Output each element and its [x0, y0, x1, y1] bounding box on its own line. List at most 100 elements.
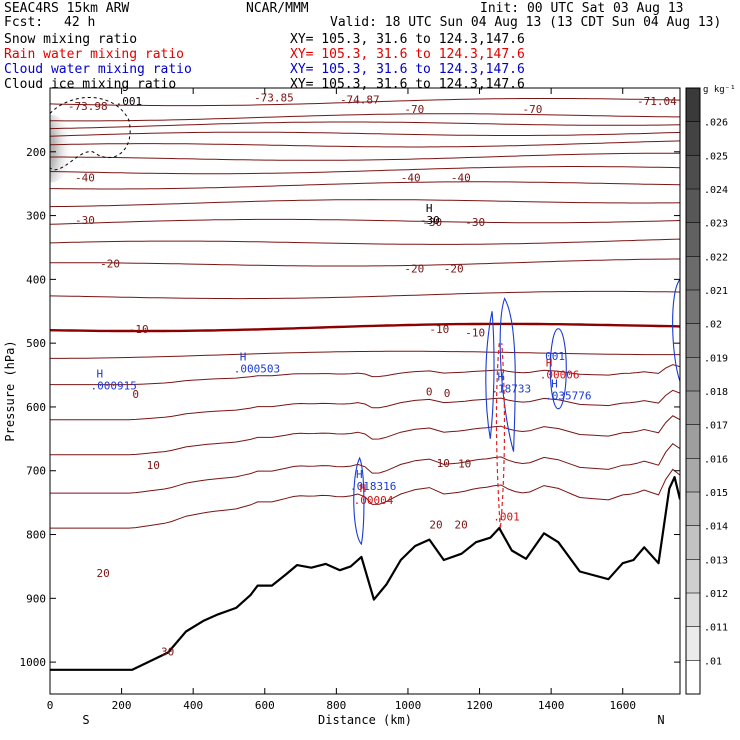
colorbar-tick-label: .011 — [704, 623, 728, 634]
y-tick-label: 500 — [26, 337, 46, 350]
temperature-label: -10 — [429, 323, 449, 336]
y-tick-label: 200 — [26, 146, 46, 159]
colorbar-cell — [686, 189, 700, 224]
temperature-contour--50 — [50, 131, 680, 137]
colorbar-cell — [686, 155, 700, 190]
max-value: .018316 — [350, 480, 396, 493]
x-tick-label: 800 — [326, 699, 346, 712]
temperature-label: -70 — [404, 103, 424, 116]
colorbar-cell — [686, 593, 700, 628]
x-tick-label: 200 — [112, 699, 132, 712]
temperature-contour-10 — [50, 364, 680, 386]
temperature-contour--15 — [50, 238, 680, 245]
valid-time: Valid: 18 UTC Sun 04 Aug 13 (13 CDT Sun … — [330, 15, 722, 30]
snow-shade-patch — [50, 114, 74, 183]
colorbar-cell — [686, 391, 700, 426]
colorbar-tick-label: .016 — [704, 454, 728, 465]
max-marker-h: H — [426, 202, 433, 215]
colorbar-tick-label: .02 — [704, 320, 722, 331]
temperature-label: -40 — [451, 171, 471, 184]
end-label-south: S — [82, 713, 89, 727]
terrain — [50, 476, 680, 671]
max-value: .035776 — [545, 389, 591, 402]
y-tick-label: 700 — [26, 465, 46, 478]
temperature-contour-5 — [50, 350, 680, 359]
temperature-label: -74.87 — [340, 93, 380, 106]
terrain-line — [50, 476, 680, 671]
x-tick-label: 400 — [183, 699, 203, 712]
temperature-contour--70 — [50, 98, 680, 107]
field-cloudwater-name: Cloud water mixing ratio — [4, 62, 192, 77]
field-rain-name: Rain water mixing ratio — [4, 47, 185, 62]
contour-labels: -73.85 -74.87 -71.04 -73.98 -70 -70 -40 -40 -40 -… — [68, 92, 677, 659]
temperature-label: -70 — [523, 103, 543, 116]
max-value: .000915 — [91, 379, 137, 392]
colorbar-cell — [686, 88, 700, 123]
colorbar-tick-label: .026 — [704, 118, 728, 129]
max-value: 001 — [545, 350, 565, 363]
max-marker-h: H — [356, 468, 363, 481]
rain-water-contour — [495, 343, 506, 530]
init-time: Init: 00 UTC Sat 03 Aug 13 — [480, 1, 684, 16]
snow-shading — [50, 114, 74, 183]
max-value: .001 — [116, 95, 143, 108]
temperature-contour--45 — [50, 140, 680, 148]
maxima-labels: H.000915H.000503H.018316H.00004H.18733H.… — [91, 95, 592, 524]
colorbar-tick-label: .018 — [704, 387, 728, 398]
temperature-label: 10 — [458, 458, 471, 471]
temperature-label: -10 — [129, 323, 149, 336]
temperature-label: 0 — [444, 387, 451, 400]
y-axis-label: Pressure (hPa) — [3, 340, 17, 441]
temperature-contour--30 — [50, 181, 680, 190]
fcst-label: Fcst: — [4, 15, 44, 30]
temperature-contour--20 — [50, 218, 680, 225]
cloud-water-contours — [353, 279, 680, 546]
temperature-contour--25 — [50, 199, 680, 208]
field-snow-name: Snow mixing ratio — [4, 32, 138, 47]
field-snow-xy: XY= 105.3, 31.6 to 124.3,147.6 — [290, 32, 525, 47]
model-title: SEAC4RS 15km ARW — [4, 1, 130, 16]
max-marker-h: H — [546, 356, 553, 369]
temperature-label: -40 — [75, 171, 95, 184]
field-cloudwater-xy: XY= 105.3, 31.6 to 124.3,147.6 — [290, 62, 525, 77]
temperature-label: -30 — [422, 216, 442, 229]
colorbar-cell — [686, 626, 700, 661]
cloud-water-contour — [672, 279, 680, 382]
colorbar-cell — [686, 660, 700, 695]
temperature-label: 20 — [454, 518, 467, 531]
y-tick-label: 400 — [26, 273, 46, 286]
cloud-water-contour — [549, 328, 567, 410]
max-marker-h: H — [97, 367, 104, 380]
y-tick-label: 800 — [26, 529, 46, 542]
max-marker-h: H — [360, 482, 367, 495]
temperature-contour-15 — [50, 389, 680, 421]
colorbar-tick-label: .013 — [704, 555, 728, 566]
temperature-label: -73.98 — [68, 100, 108, 113]
x-tick-label: 1600 — [609, 699, 636, 712]
end-label-north: N — [657, 713, 664, 727]
colorbar-cell — [686, 222, 700, 257]
colorbar: .026 .025 .024 .023 .022 .021 .02 .019 .018 .017.… — [685, 85, 736, 695]
max-value: .001 — [493, 511, 519, 524]
cloud-water-contour — [485, 311, 495, 439]
max-value: .000503 — [234, 363, 280, 376]
colorbar-cell — [686, 357, 700, 392]
colorbar-tick-label: .012 — [704, 589, 728, 600]
temperature-contour--60 — [50, 113, 680, 122]
temperature-contour-20 — [50, 415, 680, 456]
x-tick-label: 1000 — [395, 699, 422, 712]
temperature-label: -20 — [100, 257, 120, 270]
colorbar-cell — [686, 121, 700, 156]
temperature-label: 20 — [429, 518, 442, 531]
temperature-contour--5 — [50, 290, 680, 300]
temperature-label: 20 — [97, 567, 110, 580]
temperature-label: -20 — [444, 263, 464, 276]
plot-frame — [49, 87, 681, 695]
y-tick-label: 600 — [26, 401, 46, 414]
temperature-label: -71.04 — [637, 95, 677, 108]
temperature-label: -40 — [401, 171, 421, 184]
x-axis-label: Distance (km) — [318, 713, 412, 727]
max-marker-h: H — [497, 370, 504, 383]
temperature-label: 0 — [426, 386, 433, 399]
temperature-label: 0 — [132, 388, 139, 401]
